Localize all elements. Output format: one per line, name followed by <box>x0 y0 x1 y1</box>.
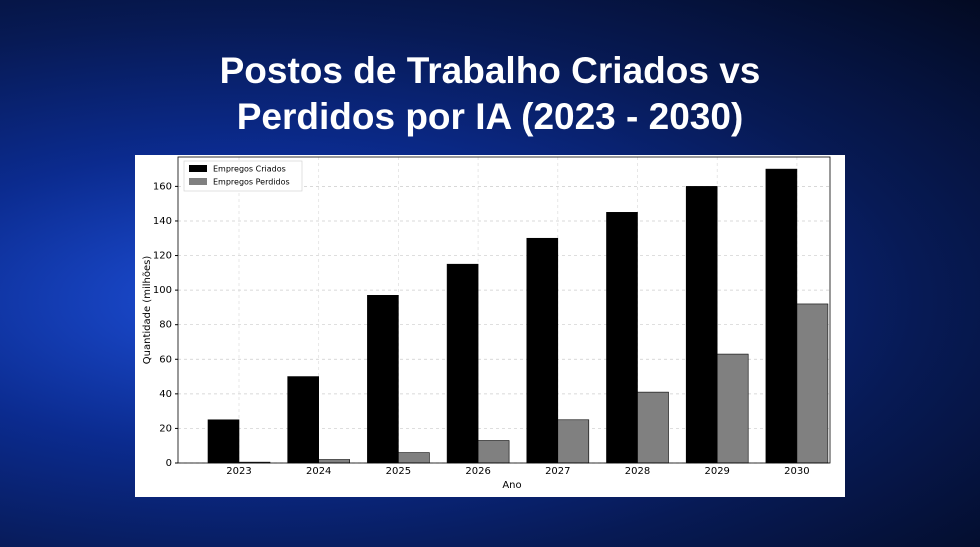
bar <box>557 419 590 464</box>
x-axis-label: Ano <box>502 480 521 491</box>
bar <box>637 391 669 464</box>
bar <box>318 459 350 464</box>
x-tick-label: 2030 <box>784 466 809 477</box>
y-tick-label: 100 <box>153 285 172 296</box>
x-tick-label: 2024 <box>306 466 331 477</box>
x-tick-label: 2027 <box>545 466 570 477</box>
y-tick-label: 80 <box>159 320 172 331</box>
bar <box>796 303 829 464</box>
x-tick-label: 2026 <box>465 466 490 477</box>
chart-title: Postos de Trabalho Criados vs Perdidos p… <box>219 50 761 137</box>
bar <box>606 212 638 464</box>
y-axis-label: Quantidade (milhões) <box>142 256 153 365</box>
bar <box>716 353 749 464</box>
legend-swatch <box>189 178 207 185</box>
plot-frame <box>177 156 831 464</box>
y-tick-label: 140 <box>153 216 172 227</box>
legend-label: Empregos Perdidos <box>213 178 290 187</box>
bar <box>765 168 798 464</box>
bar <box>477 440 510 464</box>
x-tick-label: 2023 <box>226 466 251 477</box>
bar <box>685 186 718 464</box>
bar <box>367 295 399 464</box>
y-tick-label: 20 <box>159 423 172 434</box>
legend-swatch <box>189 165 207 172</box>
x-tick-label: 2028 <box>625 466 650 477</box>
legend-label: Empregos Criados <box>213 165 286 174</box>
y-tick-label: 120 <box>153 251 172 262</box>
chart: Ano Quantidade (milhões) 0 20 40 60 80 100 120… <box>135 155 845 497</box>
bar <box>287 376 319 464</box>
y-tick-label: 60 <box>159 354 172 365</box>
bar <box>398 452 430 464</box>
x-tick-label: 2025 <box>386 466 411 477</box>
bar <box>207 419 240 464</box>
bar <box>526 237 559 464</box>
y-tick-label: 40 <box>159 389 172 400</box>
x-tick-label: 2029 <box>704 466 729 477</box>
y-tick-label: 160 <box>153 181 172 192</box>
y-tick-label: 0 <box>166 458 172 469</box>
bar <box>446 263 479 464</box>
